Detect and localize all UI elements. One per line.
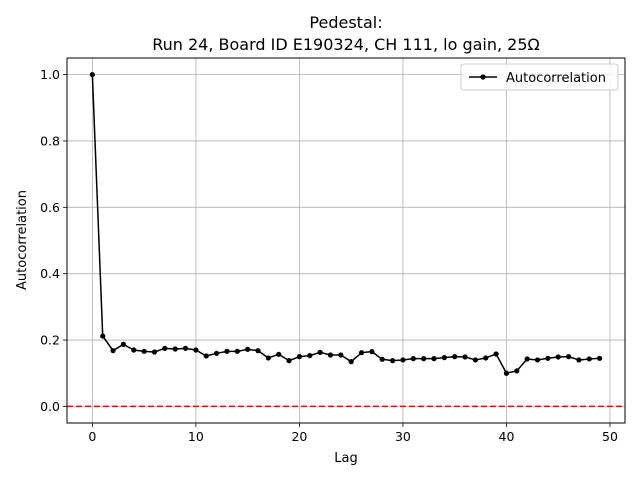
data-point <box>369 349 375 355</box>
x-axis-label: Lag <box>334 451 357 466</box>
series-line <box>91 74 600 374</box>
data-point <box>524 356 530 362</box>
data-point <box>348 359 354 365</box>
data-point <box>597 355 603 361</box>
y-axis-label: Autocorrelation <box>15 190 30 290</box>
data-point <box>224 348 230 354</box>
data-point <box>182 345 189 351</box>
data-point <box>89 71 95 78</box>
grid <box>67 58 625 423</box>
data-point <box>213 350 220 356</box>
data-point <box>162 345 168 351</box>
x-tick-label: 0 <box>88 429 96 444</box>
data-point <box>358 350 365 356</box>
legend-marker-sample <box>480 74 486 80</box>
data-point <box>483 355 489 361</box>
data-point <box>452 354 458 360</box>
y-tick-label: 0.0 <box>40 399 60 414</box>
data-point <box>441 355 447 361</box>
data-point <box>379 356 385 362</box>
data-point <box>534 357 541 363</box>
data-point <box>255 348 261 354</box>
x-tick-label: 40 <box>499 429 515 444</box>
series-layer <box>89 71 603 376</box>
y-tick-label: 1.0 <box>40 67 60 82</box>
data-point <box>327 352 334 358</box>
legend-label: Autocorrelation <box>506 71 606 86</box>
data-point <box>234 348 240 354</box>
data-point <box>131 347 137 353</box>
data-point <box>514 368 520 374</box>
x-tick-label: 30 <box>395 429 411 444</box>
data-point <box>493 351 499 357</box>
data-point <box>410 356 416 362</box>
y-tick-label: 0.8 <box>40 133 60 148</box>
y-tick-label: 0.6 <box>40 200 60 215</box>
x-tick-label: 10 <box>188 429 204 444</box>
data-point <box>545 355 551 361</box>
data-point <box>503 370 510 376</box>
data-point <box>307 353 313 359</box>
data-point <box>472 357 479 363</box>
data-point <box>421 356 427 362</box>
data-point <box>576 357 582 363</box>
data-point <box>120 341 127 347</box>
legend: Autocorrelation <box>460 63 619 91</box>
data-point <box>276 351 282 357</box>
data-point <box>141 348 147 354</box>
data-point <box>203 353 209 359</box>
plot-frame <box>66 57 626 424</box>
data-point <box>565 354 572 360</box>
data-point <box>586 356 592 362</box>
data-point <box>431 356 437 362</box>
data-point <box>245 346 251 352</box>
y-tick-label: 0.4 <box>40 266 60 281</box>
legend-box <box>460 63 619 91</box>
data-point <box>555 354 561 360</box>
data-point <box>296 354 303 360</box>
data-point <box>462 354 468 360</box>
x-tick-label: 50 <box>602 429 618 444</box>
y-tick-label: 0.2 <box>40 333 60 348</box>
data-point <box>317 349 323 355</box>
axis-ticks: 0 10 20 30 40 50 0.0 0.2 0.4 0.6 0.8 1.0 <box>40 67 618 444</box>
chart-title-line2: Run 24, Board ID E190324, CH 111, lo gai… <box>152 35 540 54</box>
data-point <box>193 347 199 353</box>
data-point <box>286 358 292 364</box>
data-point <box>151 349 158 355</box>
data-point <box>389 358 396 364</box>
data-point <box>100 333 106 339</box>
data-point <box>172 346 178 352</box>
x-tick-label: 20 <box>291 429 307 444</box>
data-point <box>110 348 116 354</box>
data-point <box>265 355 271 361</box>
chart-title-line1: Pedestal: <box>309 13 382 32</box>
data-point <box>338 352 344 358</box>
data-point <box>400 357 406 363</box>
